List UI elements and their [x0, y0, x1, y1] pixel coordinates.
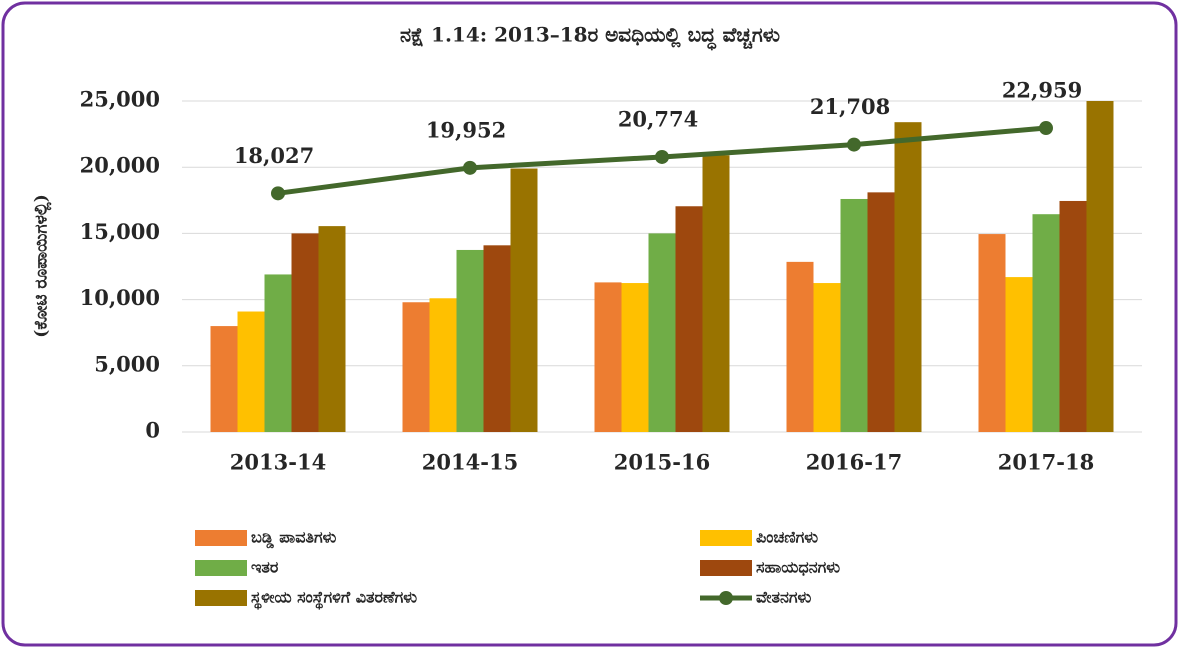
bar [264, 274, 292, 432]
data-label: 22,959 [1002, 78, 1082, 103]
data-label: 19,952 [426, 117, 506, 142]
line-point [463, 160, 477, 175]
bar [786, 261, 814, 432]
y-tick-label: 5,000 [94, 351, 160, 376]
bar [867, 192, 895, 432]
y-tick-label: 15,000 [80, 219, 160, 244]
bar [291, 233, 319, 432]
bar [318, 226, 346, 432]
y-axis-label: (ಕೋಟಿ ರೂಪಾಯಿಗಳಲ್ಲಿ) [32, 194, 53, 337]
legend-label: ಸಹಾಯಧನಗಳು [756, 558, 840, 577]
x-tick-label: 2015-16 [614, 450, 710, 475]
x-tick-label: 2014-15 [422, 450, 518, 475]
legend-label: ಬಡ್ಡಿ ಪಾವತಿಗಳು [251, 528, 336, 549]
bar [510, 168, 538, 433]
legend-marker [719, 591, 733, 605]
line-point [271, 186, 285, 201]
bar [483, 245, 511, 432]
line-point [847, 137, 861, 152]
bar [621, 283, 649, 432]
bar [702, 155, 730, 432]
bar [894, 122, 922, 433]
legend-swatch [700, 560, 752, 576]
bar [429, 298, 457, 432]
bar [237, 311, 265, 432]
bar [813, 283, 841, 432]
y-tick-label: 0 [145, 418, 160, 443]
line-point [655, 149, 669, 164]
bar [1032, 214, 1060, 432]
bar [1059, 200, 1087, 432]
bar [1086, 101, 1114, 432]
legend-label: ಪಿಂಚಣಿಗಳು [756, 528, 818, 547]
legend-label: ಇತರ [251, 558, 279, 577]
data-label: 21,708 [810, 94, 890, 119]
bar [1005, 277, 1033, 432]
y-tick-label: 10,000 [80, 285, 160, 310]
legend-label: ವೇತನಗಳು [756, 588, 811, 607]
legend-swatch [195, 560, 247, 576]
bar [675, 206, 703, 432]
legend-label: ಸ್ಥಳೀಯ ಸಂಸ್ಥೆಗಳಿಗೆ ವಿತರಣೆಗಳು [251, 588, 417, 611]
bar [840, 198, 868, 432]
bar [402, 302, 430, 432]
legend-swatch [700, 530, 752, 546]
y-tick-label: 20,000 [80, 153, 160, 178]
legend-swatch [195, 530, 247, 546]
x-tick-label: 2013-14 [230, 450, 326, 475]
x-tick-label: 2017-18 [998, 450, 1094, 475]
data-label: 18,027 [234, 143, 314, 168]
bar [594, 282, 622, 432]
data-label: 20,774 [618, 106, 698, 131]
bar [648, 233, 676, 432]
line-point [1039, 121, 1053, 136]
legend-swatch [195, 590, 247, 606]
bar [456, 249, 484, 432]
y-tick-label: 25,000 [80, 87, 160, 112]
bar [978, 234, 1006, 432]
bar [210, 326, 238, 432]
x-tick-label: 2016-17 [806, 450, 902, 475]
